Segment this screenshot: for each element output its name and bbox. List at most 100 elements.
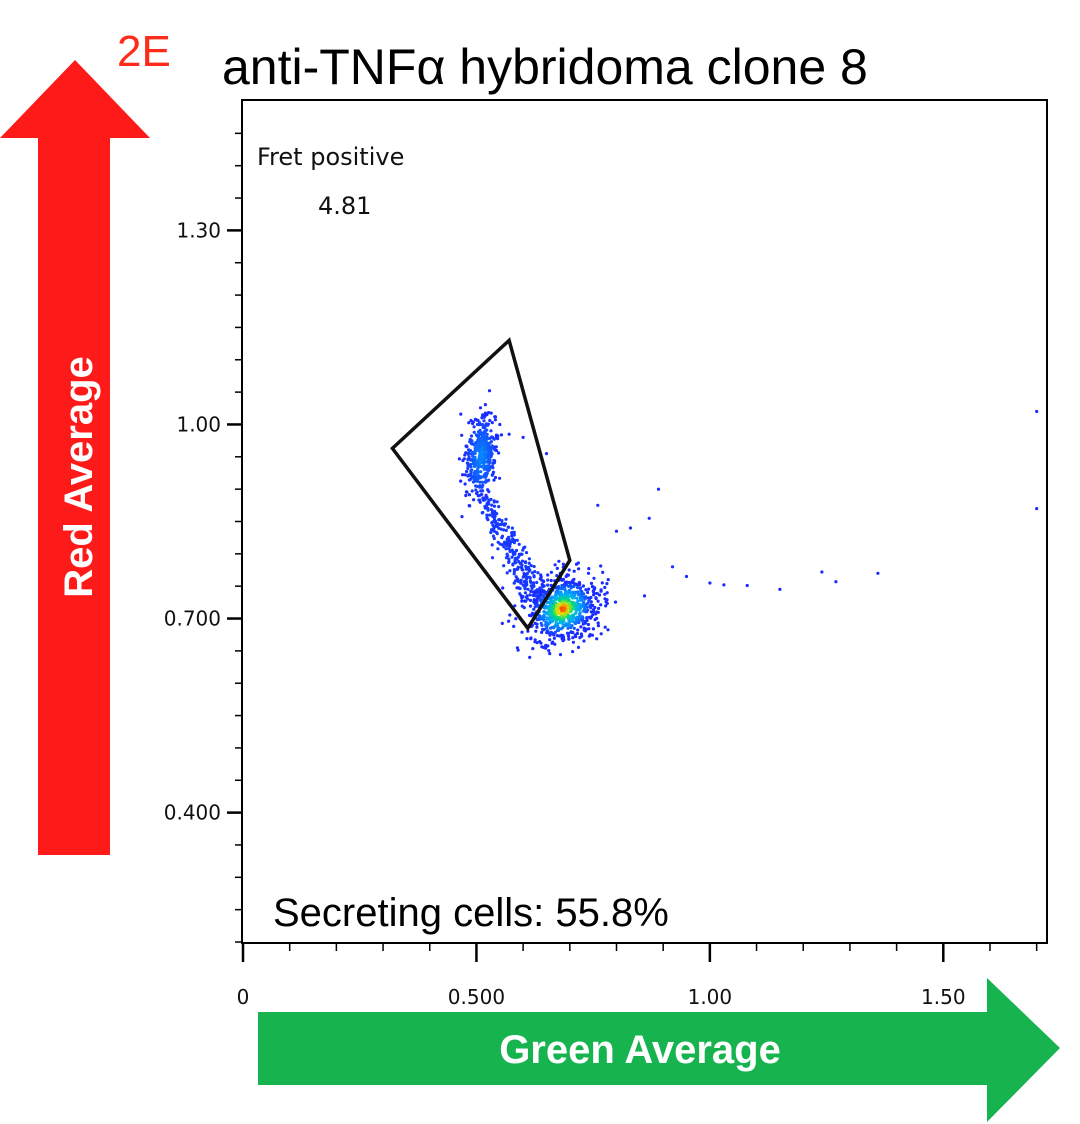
scatter-point: [488, 460, 492, 464]
scatter-point: [560, 587, 564, 591]
scatter-point: [552, 596, 556, 600]
scatter-point: [614, 529, 619, 533]
scatter-point: [506, 540, 510, 545]
scatter-point: [595, 610, 599, 614]
scatter-point: [684, 574, 689, 579]
scatter-point: [529, 580, 533, 585]
scatter-point: [576, 599, 580, 603]
scatter-point: [512, 572, 516, 576]
scatter-point: [487, 389, 492, 393]
scatter-point: [489, 497, 493, 501]
scatter-point: [480, 492, 484, 496]
scatter-point: [552, 600, 556, 604]
scatter-point: [491, 523, 495, 527]
scatter-point: [541, 645, 545, 650]
scatter-point: [597, 606, 601, 611]
scatter-point: [578, 612, 582, 617]
scatter-point: [586, 571, 591, 575]
scatter-point: [496, 540, 500, 544]
scatter-point: [546, 583, 550, 587]
scatter-point: [591, 613, 595, 617]
scatter-point: [473, 455, 477, 459]
scatter-point: [493, 475, 498, 480]
scatter-point: [465, 469, 469, 474]
scatter-point: [531, 647, 535, 651]
scatter-point: [464, 493, 468, 498]
fret-positive-gate[interactable]: [390, 337, 572, 632]
scatter-point: [577, 620, 581, 625]
scatter-point: [556, 585, 561, 589]
scatter-point: [524, 551, 529, 555]
scatter-point: [549, 570, 554, 574]
scatter-point: [605, 582, 609, 586]
scatter-point: [573, 590, 577, 595]
scatter-point: [547, 621, 551, 625]
y-tick-label: 0.400: [164, 801, 221, 825]
scatter-point: [555, 634, 559, 638]
scatter-point: [489, 454, 493, 458]
scatter-point: [571, 640, 576, 644]
scatter-point: [552, 636, 557, 640]
scatter-point: [490, 421, 494, 425]
scatter-point: [502, 528, 506, 532]
secreting-cells-annotation: Secreting cells: 55.8%: [273, 891, 669, 935]
scatter-point: [492, 504, 497, 508]
scatter-point: [482, 461, 486, 465]
scatter-point: [745, 583, 749, 588]
scatter-point: [557, 559, 561, 563]
scatter-point: [571, 650, 575, 654]
scatter-point: [468, 462, 473, 467]
scatter-point: [477, 441, 481, 445]
scatter-point: [558, 634, 562, 638]
scatter-point: [535, 625, 539, 629]
scatter-point: [492, 460, 497, 465]
scatter-point: [566, 626, 570, 630]
scatter-point: [489, 440, 493, 444]
scatter-point: [482, 415, 486, 419]
scatter-point: [541, 628, 545, 632]
scatter-point: [569, 586, 573, 590]
scatter-point: [577, 567, 581, 571]
scatter-point: [555, 596, 559, 600]
scatter-point: [605, 591, 609, 595]
scatter-point: [490, 464, 494, 468]
scatter-point: [542, 610, 546, 614]
scatter-point: [514, 575, 518, 579]
scatter-point: [538, 640, 542, 644]
scatter-point: [501, 586, 505, 590]
scatter-point: [467, 451, 471, 455]
scatter-point: [606, 578, 610, 582]
scatter-point: [496, 547, 500, 551]
scatter-point: [460, 433, 464, 437]
scatter-point: [493, 415, 498, 419]
scatter-point: [472, 459, 476, 463]
scatter-point: [506, 525, 511, 529]
scatter-point: [589, 600, 593, 604]
scatter-point: [560, 635, 565, 639]
scatter-point: [500, 522, 504, 526]
scatter-point: [532, 564, 536, 569]
scatter-point: [567, 622, 571, 627]
scatter-point: [495, 511, 499, 516]
scatter-point: [466, 463, 470, 467]
scatter-point: [578, 582, 582, 586]
scatter-point: [574, 562, 579, 566]
scatter-point: [465, 490, 469, 494]
scatter-point: [522, 599, 527, 603]
scatter-point: [532, 584, 536, 588]
scatter-point: [481, 510, 485, 515]
scatter-point: [467, 421, 471, 425]
scatter-point: [469, 449, 473, 453]
scatter-point: [539, 597, 543, 602]
scatter-point: [596, 503, 600, 507]
scatter-point: [587, 615, 591, 619]
scatter-point: [524, 581, 529, 585]
scatter-point: [488, 418, 492, 423]
scatter-point: [595, 591, 599, 596]
scatter-point: [524, 567, 529, 571]
scatter-point: [472, 498, 476, 502]
scatter-point: [587, 599, 591, 603]
scatter-point: [486, 422, 490, 426]
scatter-point: [507, 560, 511, 565]
